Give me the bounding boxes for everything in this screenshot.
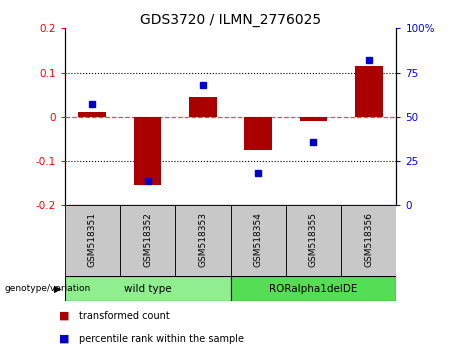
Text: wild type: wild type	[124, 284, 171, 293]
Text: GSM518352: GSM518352	[143, 212, 152, 267]
Bar	[286, 205, 341, 276]
Text: percentile rank within the sample: percentile rank within the sample	[79, 334, 244, 344]
Text: ■: ■	[59, 311, 69, 321]
Bar	[244, 117, 272, 150]
Bar	[189, 97, 217, 117]
Bar	[78, 113, 106, 117]
Bar	[355, 66, 383, 117]
Bar	[175, 205, 230, 276]
Bar	[230, 276, 396, 301]
Bar	[300, 117, 327, 121]
Bar	[134, 117, 161, 185]
Text: ■: ■	[59, 334, 69, 344]
Text: genotype/variation: genotype/variation	[5, 284, 91, 293]
Bar	[65, 276, 230, 301]
Bar	[65, 205, 120, 276]
Text: ▶: ▶	[54, 284, 61, 293]
Bar	[120, 205, 175, 276]
Text: GSM518353: GSM518353	[198, 212, 207, 267]
Text: GSM518356: GSM518356	[364, 212, 373, 267]
Text: GSM518355: GSM518355	[309, 212, 318, 267]
Text: GSM518354: GSM518354	[254, 212, 263, 267]
Text: transformed count: transformed count	[79, 311, 170, 321]
Title: GDS3720 / ILMN_2776025: GDS3720 / ILMN_2776025	[140, 13, 321, 27]
Bar	[230, 205, 286, 276]
Text: RORalpha1delDE: RORalpha1delDE	[269, 284, 358, 293]
Bar	[341, 205, 396, 276]
Text: GSM518351: GSM518351	[88, 212, 97, 267]
